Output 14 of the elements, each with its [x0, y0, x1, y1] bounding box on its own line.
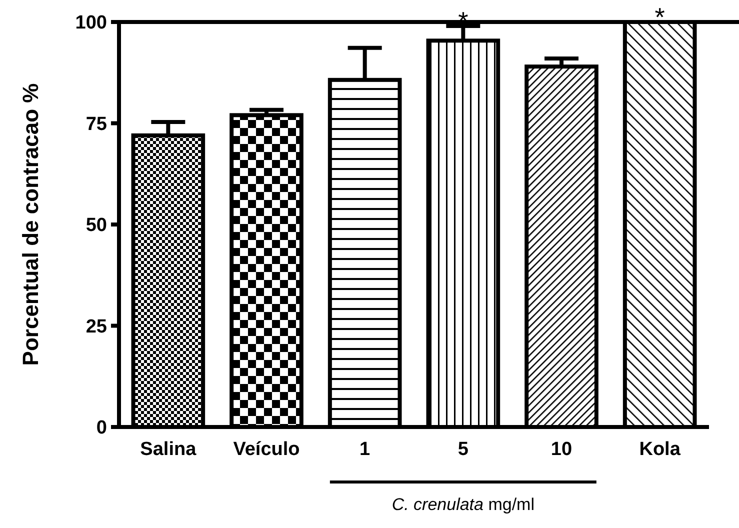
y-tick-label: 75 — [86, 114, 108, 135]
x-tick-label: Kola — [639, 439, 681, 460]
x-tick-label: 1 — [360, 439, 371, 460]
y-tick-label: 0 — [96, 418, 107, 439]
y-tick-label: 25 — [86, 316, 108, 338]
x-tick-label: 10 — [550, 439, 572, 460]
y-tick-label: 50 — [86, 215, 107, 236]
y-tick-label: 100 — [75, 12, 107, 34]
y-axis-title: Porcentual de contracao % — [18, 83, 43, 366]
x-axis-title: C. crenulata mg/ml — [392, 495, 535, 514]
x-tick-label: 5 — [458, 439, 469, 460]
x-tick-label: Salina — [140, 439, 197, 460]
x-tick-label: Veículo — [233, 439, 300, 460]
annotation: * — [654, 2, 665, 32]
